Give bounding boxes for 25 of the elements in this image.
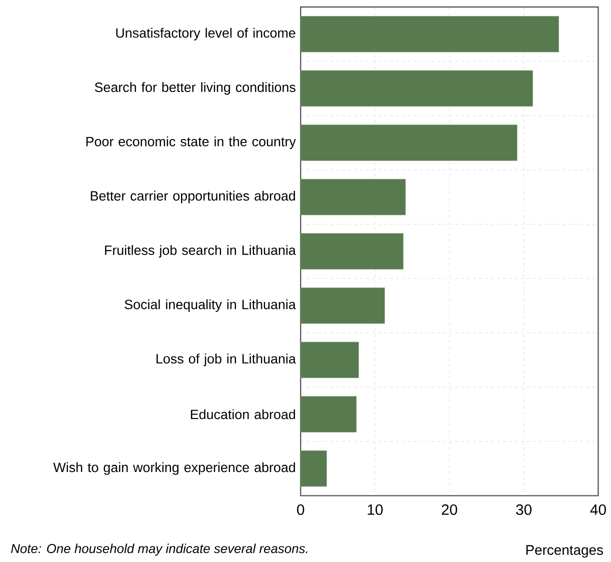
bar — [300, 396, 357, 432]
bar — [300, 233, 404, 270]
bar — [300, 450, 327, 487]
y-tick-label: Wish to gain working experience abroad — [53, 462, 296, 475]
bar — [300, 124, 518, 161]
y-tick-label: Search for better living conditions — [94, 82, 296, 95]
y-tick-label: Social inequality in Lithuania — [124, 299, 296, 312]
bar — [300, 287, 385, 324]
y-tick-label: Loss of job in Lithuania — [156, 354, 296, 366]
text: Note: One household may indicate several reasons. — [11, 544, 308, 556]
x-tick-label: 0 — [297, 504, 304, 515]
x-tick-label: 20 — [442, 504, 458, 515]
y-tick-label: Education abroad — [190, 409, 296, 420]
bar — [300, 342, 359, 378]
y-tick-label: Poor economic state in the country — [86, 136, 296, 149]
bar — [300, 16, 559, 52]
bar — [300, 178, 406, 216]
x-tick-label: 30 — [516, 504, 532, 515]
y-tick-label: Better carrier opportunities abroad — [90, 190, 296, 204]
y-tick-label: Fruitless job search in Lithuania — [105, 245, 296, 258]
x-axis-title: Percentages — [526, 545, 603, 558]
x-tick-label: 10 — [368, 504, 383, 515]
y-tick-label: Unsatisfactory level of income — [116, 28, 296, 40]
bar — [300, 70, 533, 106]
x-tick-label: 40 — [590, 504, 606, 515]
